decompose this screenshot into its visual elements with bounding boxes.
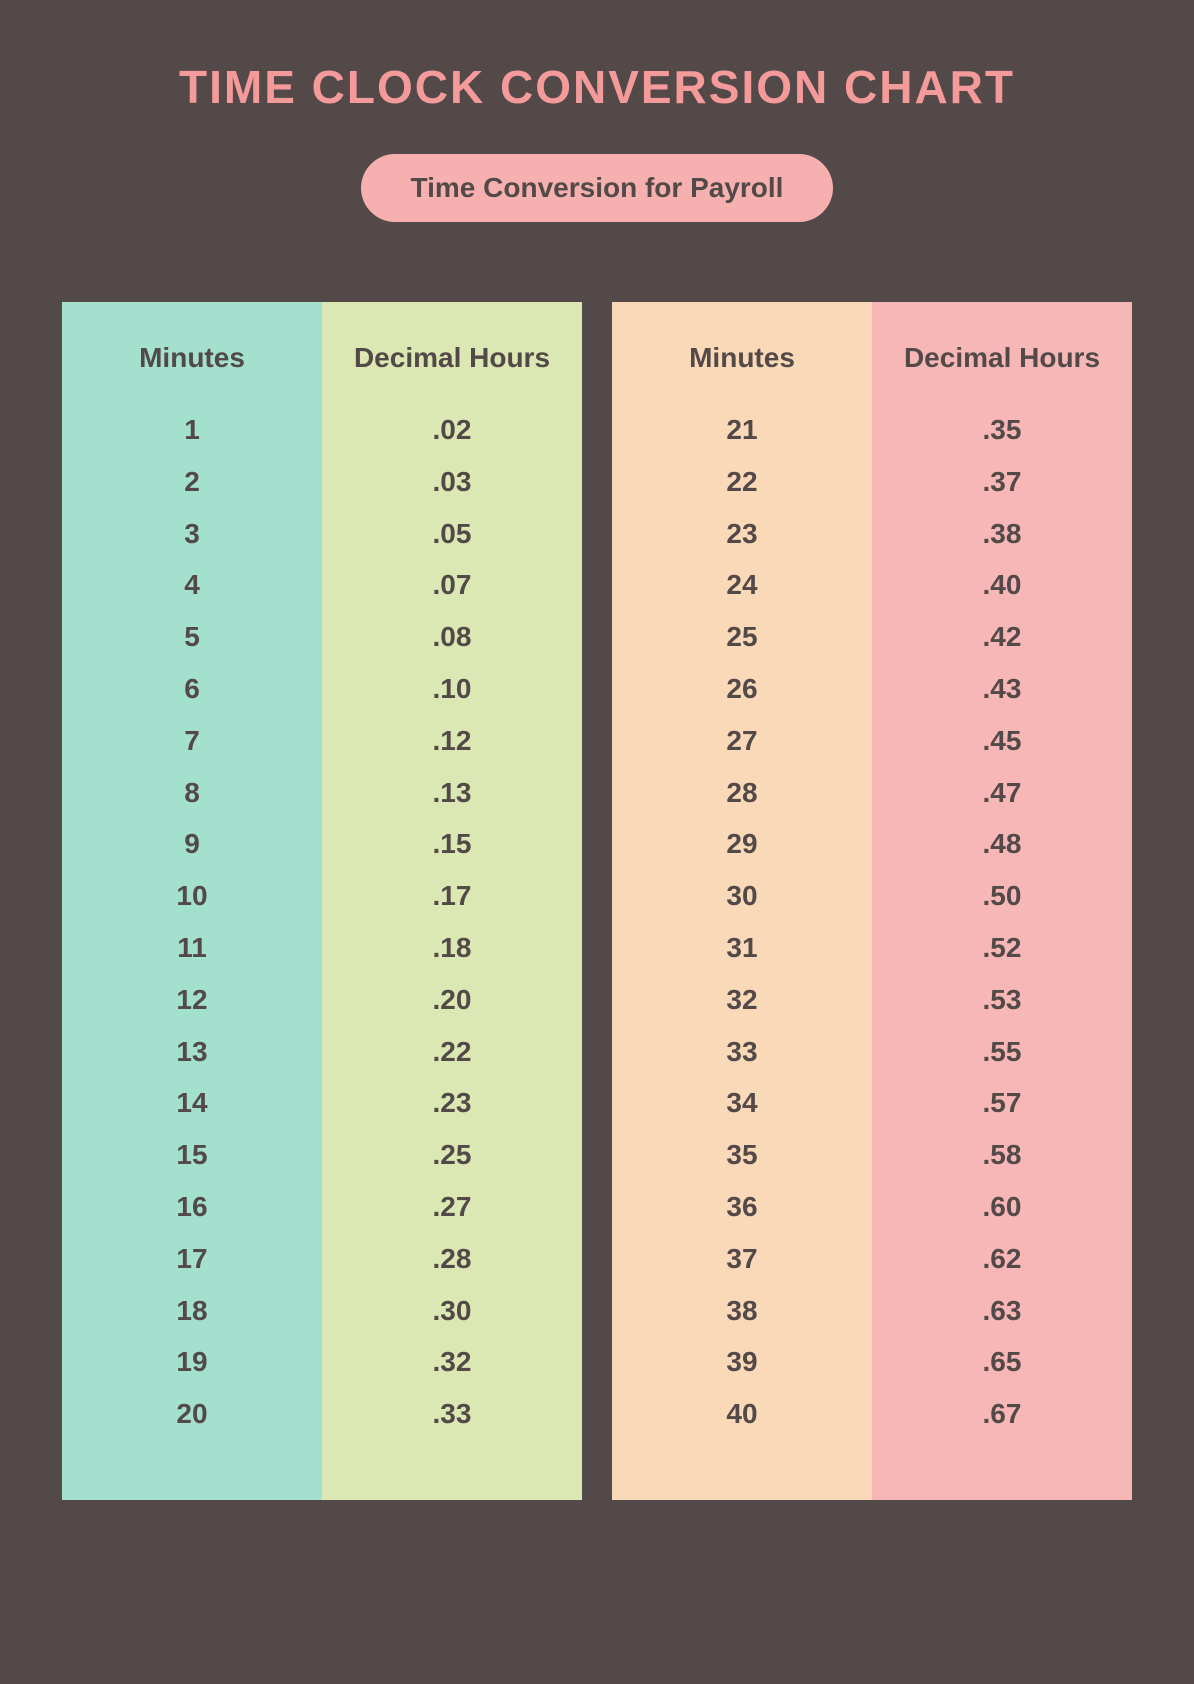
table-cell: .05	[433, 508, 472, 560]
table-cell: 8	[184, 767, 200, 819]
table-cell: 39	[726, 1336, 757, 1388]
table-cell: 33	[726, 1026, 757, 1078]
table-cell: .58	[983, 1129, 1022, 1181]
table-cell: 31	[726, 922, 757, 974]
table-cell: .13	[433, 767, 472, 819]
table-cell: .48	[983, 818, 1022, 870]
column-gap	[582, 302, 612, 1500]
table-cell: 30	[726, 870, 757, 922]
table-cell: 9	[184, 818, 200, 870]
table-column: Decimal Hours .35.37.38.40.42.43.45.47.48…	[872, 302, 1132, 1500]
table-cell: 36	[726, 1181, 757, 1233]
table-cell: .08	[433, 611, 472, 663]
table-cell: .32	[433, 1336, 472, 1388]
table-cell: 21	[726, 404, 757, 456]
table-cell: .10	[433, 663, 472, 715]
table-cell: .35	[983, 404, 1022, 456]
table-cell: .02	[433, 404, 472, 456]
table-cell: .47	[983, 767, 1022, 819]
table-cell: .40	[983, 559, 1022, 611]
table-column: Minutes1234567891011121314151617181920	[62, 302, 322, 1500]
subtitle-pill: Time Conversion for Payroll	[361, 154, 834, 222]
table-cell: .03	[433, 456, 472, 508]
page-container: TIME CLOCK CONVERSION CHART Time Convers…	[0, 0, 1194, 1684]
table-cell: 37	[726, 1233, 757, 1285]
table-cell: 15	[176, 1129, 207, 1181]
table-cell: 12	[176, 974, 207, 1026]
table-cell: .18	[433, 922, 472, 974]
table-cell: .60	[983, 1181, 1022, 1233]
table-cell: 3	[184, 508, 200, 560]
table-cell: .23	[433, 1077, 472, 1129]
table-cell: 29	[726, 818, 757, 870]
table-cell: 18	[176, 1285, 207, 1337]
table-cell: .28	[433, 1233, 472, 1285]
conversion-table: Minutes1234567891011121314151617181920De…	[62, 302, 1132, 1500]
table-cell: .43	[983, 663, 1022, 715]
table-cell: 1	[184, 404, 200, 456]
table-cell: .63	[983, 1285, 1022, 1337]
table-cell: 40	[726, 1388, 757, 1440]
table-cell: 25	[726, 611, 757, 663]
table-cell: .53	[983, 974, 1022, 1026]
page-title: TIME CLOCK CONVERSION CHART	[179, 60, 1015, 114]
column-header: Decimal Hours	[904, 342, 1100, 374]
table-cell: 34	[726, 1077, 757, 1129]
table-cell: .20	[433, 974, 472, 1026]
table-cell: 35	[726, 1129, 757, 1181]
table-cell: .25	[433, 1129, 472, 1181]
table-cell: .65	[983, 1336, 1022, 1388]
table-cell: .55	[983, 1026, 1022, 1078]
table-cell: .52	[983, 922, 1022, 974]
table-cell: 23	[726, 508, 757, 560]
column-header: Minutes	[689, 342, 795, 374]
table-column: Minutes212223242526272829303132333435363…	[612, 302, 872, 1500]
table-cell: .62	[983, 1233, 1022, 1285]
table-cell: 6	[184, 663, 200, 715]
table-cell: .17	[433, 870, 472, 922]
table-cell: 26	[726, 663, 757, 715]
table-cell: .33	[433, 1388, 472, 1440]
column-header: Minutes	[139, 342, 245, 374]
table-cell: 19	[176, 1336, 207, 1388]
table-cell: .50	[983, 870, 1022, 922]
table-cell: .37	[983, 456, 1022, 508]
table-cell: 24	[726, 559, 757, 611]
table-cell: 27	[726, 715, 757, 767]
table-cell: .27	[433, 1181, 472, 1233]
table-cell: 28	[726, 767, 757, 819]
table-cell: 20	[176, 1388, 207, 1440]
table-cell: 2	[184, 456, 200, 508]
table-column: Decimal Hours .02.03.05.07.08.10.12.13.15…	[322, 302, 582, 1500]
table-cell: .38	[983, 508, 1022, 560]
table-cell: .30	[433, 1285, 472, 1337]
table-cell: .12	[433, 715, 472, 767]
table-cell: 16	[176, 1181, 207, 1233]
table-cell: 11	[177, 922, 207, 974]
table-cell: .15	[433, 818, 472, 870]
table-cell: 38	[726, 1285, 757, 1337]
table-cell: 32	[726, 974, 757, 1026]
table-cell: 13	[176, 1026, 207, 1078]
table-cell: 7	[184, 715, 200, 767]
table-cell: .07	[433, 559, 472, 611]
table-cell: 10	[176, 870, 207, 922]
table-cell: 22	[726, 456, 757, 508]
table-cell: 4	[184, 559, 200, 611]
table-cell: 14	[176, 1077, 207, 1129]
table-cell: .22	[433, 1026, 472, 1078]
table-cell: 5	[184, 611, 200, 663]
table-cell: .57	[983, 1077, 1022, 1129]
table-cell: .67	[983, 1388, 1022, 1440]
table-cell: .45	[983, 715, 1022, 767]
table-cell: 17	[176, 1233, 207, 1285]
table-cell: .42	[983, 611, 1022, 663]
column-header: Decimal Hours	[354, 342, 550, 374]
